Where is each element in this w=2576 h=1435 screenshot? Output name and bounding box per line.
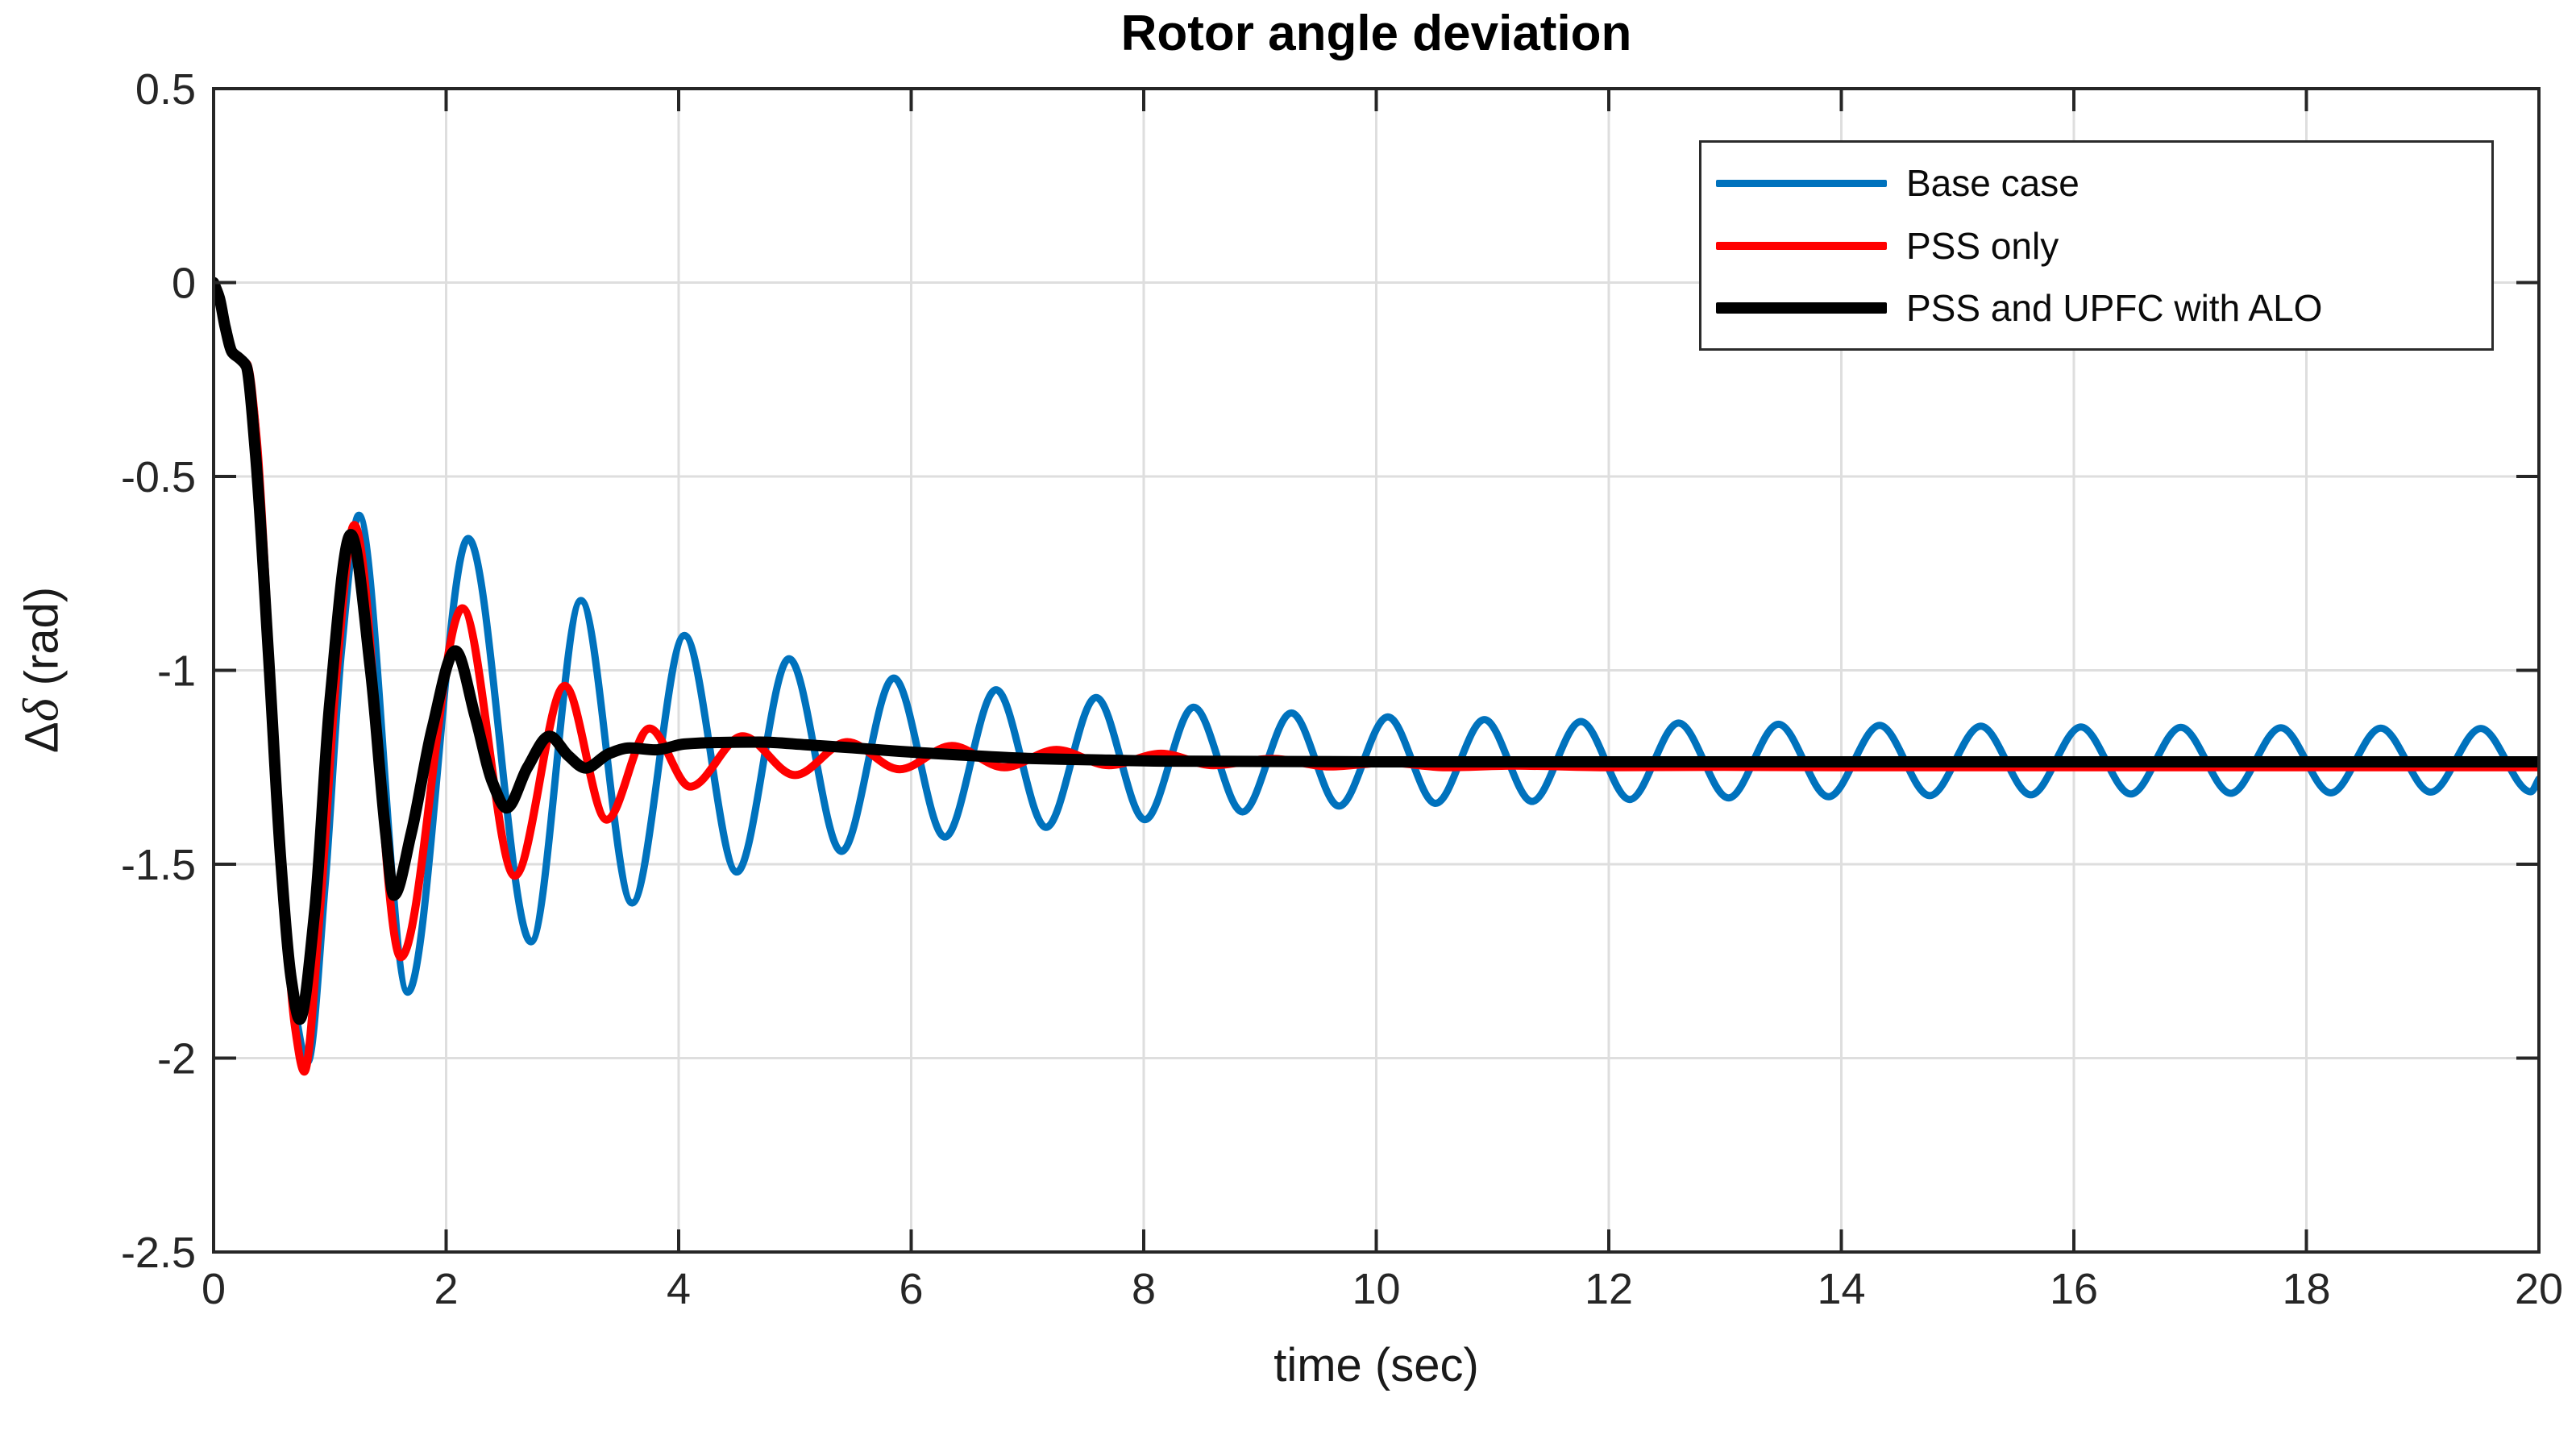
legend-box: Base case PSS only PSS and UPFC with ALO bbox=[1699, 140, 2494, 351]
y-axis-label-delta: Δ bbox=[15, 722, 69, 754]
y-axis-label-unit: (rad) bbox=[15, 586, 69, 699]
x-tick-label: 12 bbox=[1585, 1265, 1633, 1313]
x-tick-label: 6 bbox=[899, 1265, 923, 1313]
x-tick-label: 18 bbox=[2282, 1265, 2330, 1313]
tick-marks bbox=[212, 87, 2541, 1254]
x-tick-label: 14 bbox=[1817, 1265, 1865, 1313]
chart-title: Rotor angle deviation bbox=[1120, 6, 1632, 61]
legend-item-pss-upfc-alo: PSS and UPFC with ALO bbox=[1716, 286, 2491, 330]
x-tick-label: 4 bbox=[667, 1265, 691, 1313]
legend-label-base-case: Base case bbox=[1906, 162, 2079, 205]
y-tick-label: 0.5 bbox=[135, 65, 196, 114]
y-tick-label: -0.5 bbox=[121, 453, 196, 501]
x-axis-label: time (sec) bbox=[1273, 1339, 1479, 1391]
legend-label-pss-upfc-alo: PSS and UPFC with ALO bbox=[1906, 286, 2323, 329]
x-tick-label: 10 bbox=[1352, 1265, 1400, 1313]
y-tick-label: -2.5 bbox=[121, 1229, 196, 1277]
legend-line-sample-pss-upfc-alo bbox=[1716, 302, 1887, 314]
legend-label-pss-only: PSS only bbox=[1906, 224, 2059, 267]
y-axis-label-small-delta: δ bbox=[14, 698, 69, 722]
series-curves bbox=[214, 277, 2539, 1076]
y-tick-label: 0 bbox=[172, 260, 196, 308]
legend-item-pss-only: PSS only bbox=[1716, 224, 2491, 268]
tick-labels: 0 2 4 6 8 10 12 14 16 18 20 0.5 0 -0.5 -1 -1.5 -2 -2.5 bbox=[121, 65, 2563, 1313]
y-tick-label: -1.5 bbox=[121, 841, 196, 889]
legend-item-base-case: Base case bbox=[1716, 161, 2491, 205]
x-tick-label: 0 bbox=[202, 1265, 226, 1313]
x-tick-label: 20 bbox=[2515, 1265, 2563, 1313]
x-tick-label: 8 bbox=[1132, 1265, 1156, 1313]
legend-line-sample-base-case bbox=[1716, 179, 1887, 187]
x-tick-label: 16 bbox=[2050, 1265, 2098, 1313]
y-tick-label: -1 bbox=[157, 647, 196, 696]
x-tick-label: 2 bbox=[434, 1265, 458, 1313]
series-curve-2 bbox=[214, 277, 2539, 1025]
legend-line-sample-pss-only bbox=[1716, 241, 1887, 250]
y-tick-label: -2 bbox=[157, 1035, 196, 1084]
y-axis-label: Δδ (rad) bbox=[14, 587, 71, 753]
